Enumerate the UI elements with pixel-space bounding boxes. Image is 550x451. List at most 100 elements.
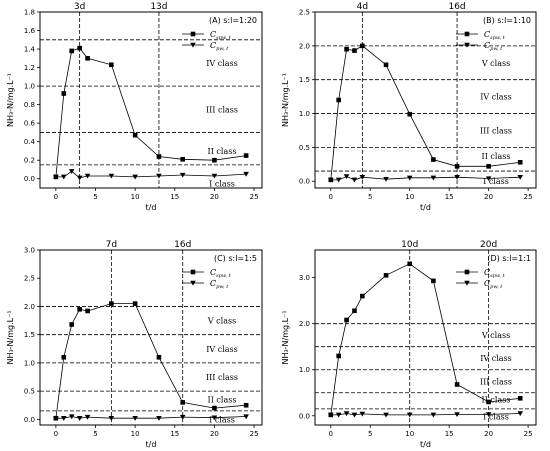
panel3-series-1-point-10 (243, 414, 249, 420)
panel1-series-1-point-1 (60, 174, 67, 180)
panel1-legend-marker-0 (190, 31, 196, 37)
panel4-y-axis-label: NH₃-N/mg.L⁻¹ (281, 310, 290, 364)
panel2-xtick-label-1: 5 (368, 193, 372, 201)
panel1-legend-text-1: Cpw, t (210, 41, 229, 52)
panel3-ytick-label-2: 1.0 (24, 359, 35, 367)
panel1: 3d 13d IV class III class II class I class 0 5 1… (6, 2, 263, 212)
panel3-legend-subscript-1: pw, t (216, 284, 229, 290)
panel4-series-0-point-5 (383, 273, 389, 278)
panel3-class-label-3: II class (208, 396, 237, 405)
panel3-ytick-label-5: 2.5 (24, 275, 35, 283)
panel2-series-0-point-1 (336, 97, 341, 103)
panel4-series-0-point-1 (336, 353, 341, 359)
panel3-xtick-label-2: 10 (131, 430, 140, 438)
panel4-plot-frame (314, 249, 537, 426)
panel1-x-axis-label: t/d (146, 203, 157, 212)
panel1-series-0-point-10 (243, 153, 249, 158)
panel1-class-label-2: II class (208, 147, 237, 156)
panel2-xtick-label-0: 0 (329, 193, 333, 201)
panel3-series-1-point-5 (108, 416, 115, 421)
panel3-legend-marker-1 (190, 280, 196, 286)
panel2-ytick-label-0: 0.0 (299, 178, 310, 186)
panel3-series-1-point-6 (132, 416, 138, 421)
panel1-xtick-label-3: 15 (170, 193, 179, 201)
panel4-xtick-label-0: 0 (329, 430, 333, 438)
panel4-series-0-point-7 (431, 278, 436, 284)
panel2-series-0-point-3 (352, 48, 357, 53)
panel2-legend-text-0: Cspw, t (484, 30, 506, 41)
panel2-ytick-label-5: 2.5 (299, 9, 310, 17)
panel3-legend-text-0: Cspw, t (210, 268, 232, 279)
panel4-class-label-3: II class (482, 396, 511, 405)
panel3-class-label-1: IV class (206, 345, 238, 354)
panel4-xtick-label-3: 15 (445, 430, 454, 438)
panel3-class-label-0: V class (207, 317, 236, 326)
panel3-series-0-point-10 (243, 402, 249, 408)
panel2-y-axis-label: NH₃-N/mg.L⁻¹ (281, 73, 290, 127)
panel4-xtick-label-4: 20 (484, 430, 493, 438)
panel3-y-axis-label: NH₃-N/mg.L⁻¹ (6, 310, 15, 364)
panel1-series-1-point-6 (132, 174, 138, 180)
panel2-series-0-point-9 (486, 164, 491, 169)
panel1-ytick-label-6: 1.2 (24, 64, 35, 72)
panel2-series-0-point-7 (431, 157, 436, 162)
panel3-series-1-point-0 (53, 416, 59, 421)
panel1-class-label-0: IV class (206, 59, 238, 68)
panel4-ytick-label-3: 3.0 (299, 274, 310, 282)
panel4-legend-text-0: Cspw, t (484, 268, 506, 279)
panel2-series-1-point-2 (343, 174, 350, 180)
panel4-series-0-point-2 (344, 317, 349, 323)
panel2-series-1-point-1 (335, 177, 342, 183)
panel2-ytick-label-1: 0.5 (299, 144, 310, 152)
panel2-series-1-point-7 (430, 175, 437, 181)
panel1-day-label-0: 3d (74, 2, 85, 12)
panel4-series-1-point-7 (430, 412, 437, 418)
panel1-ytick-label-3: 0.6 (24, 120, 36, 128)
panel3-legend-subscript-0: spw, t (216, 273, 232, 279)
panel3-xtick-label-4: 20 (210, 430, 219, 438)
panel3-x-axis-label: t/d (146, 440, 157, 449)
panel2-class-label-0: V class (481, 59, 510, 68)
panel2-ytick-label-2: 1.0 (299, 110, 310, 118)
panel2-series-0-point-6 (407, 111, 413, 117)
panel2-legend-marker-0 (464, 31, 470, 37)
panel3-series-0-point-9 (212, 405, 217, 411)
panel4-x-axis-label: t/d (420, 440, 431, 449)
panel3-panel-label: (C) s:l=1:5 (214, 254, 257, 263)
panel4-ytick-label-0: 0.0 (299, 412, 310, 420)
panel1-ytick-label-4: 0.8 (24, 101, 35, 109)
panel2-xtick-label-4: 20 (484, 193, 493, 201)
panel4-legend-subscript-1: pw, t (490, 284, 503, 290)
panel2-series-0-point-5 (383, 62, 389, 68)
panel2-ytick-label-3: 1.5 (299, 76, 310, 84)
panel4-series-1-point-3 (351, 412, 358, 418)
panel2-series-0-point-8 (454, 164, 460, 169)
panel3-series-1-point-4 (84, 414, 91, 420)
panel4-series-0-point-6 (407, 261, 413, 267)
panel1-series-0-point-4 (85, 56, 90, 61)
panel1-ytick-label-9: 1.8 (24, 9, 35, 17)
panel2-x-axis-label: t/d (420, 203, 431, 212)
panel3-series-1-point-9 (211, 415, 218, 421)
panel3-day-label-1: 16d (174, 240, 191, 250)
panel4-legend-marker-1 (464, 280, 470, 286)
panel1-plot-frame (39, 11, 263, 189)
panel3-xtick-label-5: 25 (250, 430, 259, 438)
panel4-series-1-point-2 (343, 411, 350, 417)
panel1-series-0-point-8 (180, 156, 186, 162)
panel4-series-1-point-6 (406, 412, 413, 418)
panel3-series-1-point-3 (76, 416, 83, 421)
panel1-xtick-label-2: 10 (131, 193, 140, 201)
panel2-plot-frame (314, 11, 537, 189)
panel1-xtick-label-0: 0 (54, 193, 58, 201)
panel4-series-0-point-4 (360, 293, 365, 299)
panel3-series-0-point-4 (85, 308, 90, 314)
panel3-ytick-label-4: 2.0 (24, 303, 35, 311)
panel2-series-1-point-9 (485, 176, 492, 182)
panel3-legend-text-1: Cpw, t (210, 279, 229, 290)
panel4-class-label-4: I class (483, 413, 509, 422)
panel3-series-0-point-8 (180, 400, 186, 405)
panel3-series-1-point-2 (68, 414, 75, 420)
panel4-series-1-point-10 (517, 411, 524, 417)
